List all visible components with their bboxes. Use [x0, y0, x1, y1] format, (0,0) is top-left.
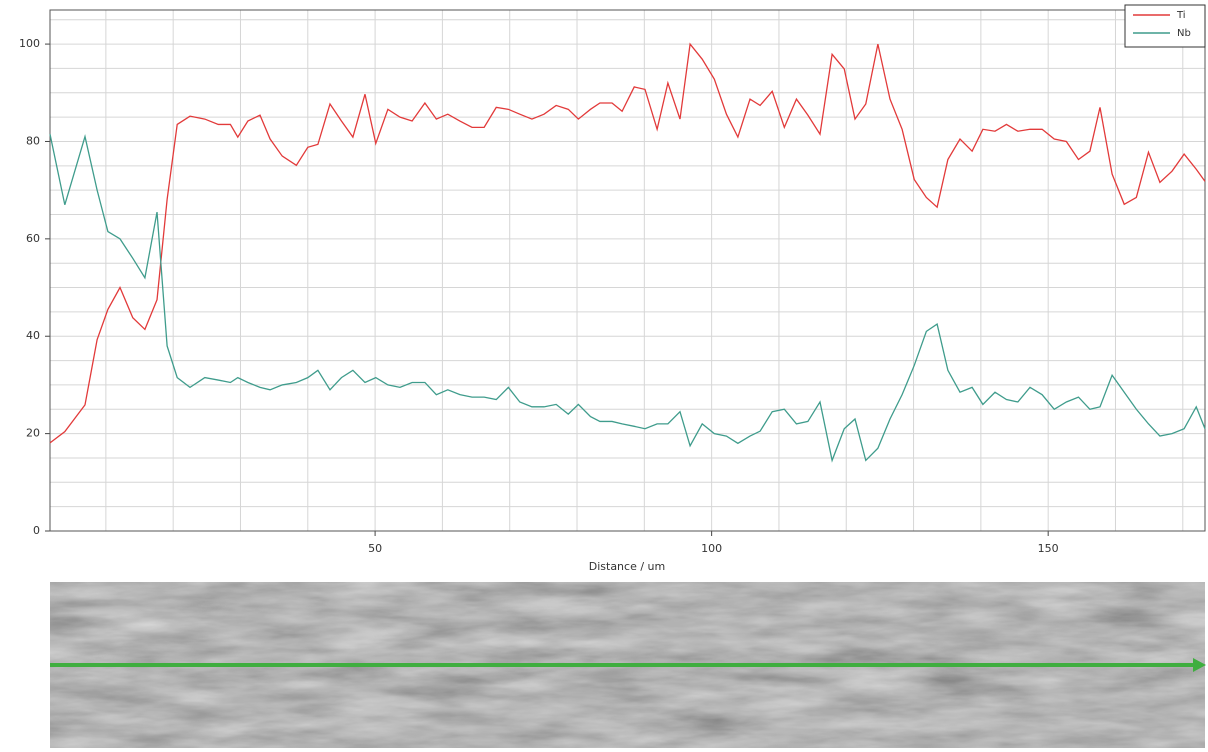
x-tick-label: 150 — [1038, 542, 1059, 555]
scan-arrow — [1193, 658, 1206, 672]
data-line — [49, 42, 1206, 444]
legend-label: Ti — [1176, 10, 1186, 21]
y-tick-label: 20 — [26, 427, 40, 440]
data-line — [49, 134, 1206, 463]
sem-image — [50, 582, 1206, 748]
y-tick-label: 60 — [26, 232, 40, 245]
y-tick-label: 100 — [19, 37, 40, 50]
x-axis-label: Distance / um — [589, 560, 665, 573]
y-tick-label: 80 — [26, 134, 40, 147]
legend-label: Nb — [1177, 28, 1191, 39]
y-tick-label: 40 — [26, 329, 40, 342]
plot-area: 0 20 40 60 80 100 50 100 150 Ti Nb — [19, 4, 1206, 555]
x-tick-label: 50 — [368, 542, 382, 555]
legend-box — [1124, 4, 1206, 48]
plot-frame — [49, 9, 1206, 532]
y-tick-label: 0 — [33, 524, 40, 537]
x-tick-label: 100 — [701, 542, 722, 555]
